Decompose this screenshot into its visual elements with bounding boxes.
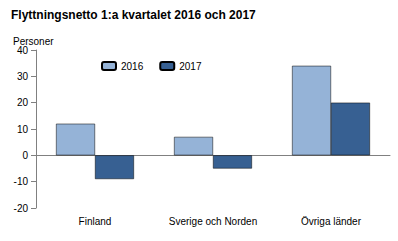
svg-text:0: 0 xyxy=(22,150,28,161)
svg-text:Personer: Personer xyxy=(13,36,54,47)
svg-text:2016: 2016 xyxy=(121,61,144,72)
svg-text:30: 30 xyxy=(17,71,29,82)
svg-text:Flyttningsnetto 1:a kvartalet: Flyttningsnetto 1:a kvartalet 2016 och 2… xyxy=(11,8,256,22)
svg-text:20: 20 xyxy=(17,97,29,108)
svg-text:Finland: Finland xyxy=(79,216,112,227)
svg-text:2017: 2017 xyxy=(179,61,202,72)
svg-text:-10: -10 xyxy=(14,176,29,187)
svg-text:Sverige och Norden: Sverige och Norden xyxy=(169,216,257,227)
svg-text:Övriga länder: Övriga länder xyxy=(301,216,362,227)
svg-text:10: 10 xyxy=(17,124,29,135)
svg-text:-20: -20 xyxy=(14,203,29,214)
svg-text:40: 40 xyxy=(16,44,28,56)
